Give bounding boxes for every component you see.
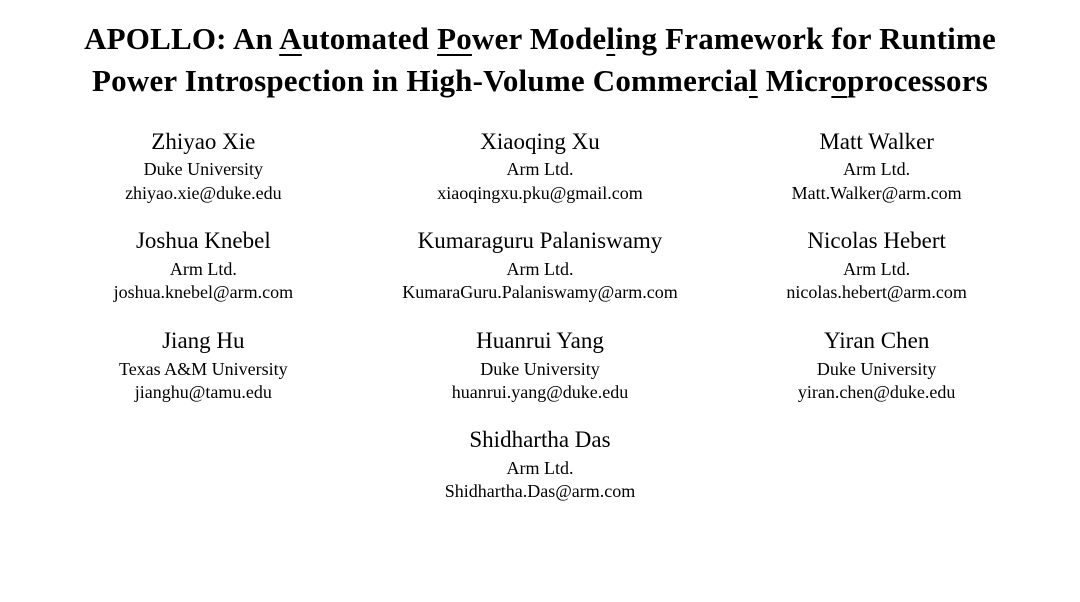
author-name: Kumaraguru Palaniswamy (377, 227, 704, 256)
author-affil: Duke University (377, 358, 704, 381)
author-name: Huanrui Yang (377, 327, 704, 356)
authors-grid: Zhiyao Xie Duke University zhiyao.xie@du… (40, 128, 1040, 504)
author-affil: Duke University (40, 158, 367, 181)
author-email: joshua.knebel@arm.com (40, 281, 367, 304)
author-email: yiran.chen@duke.edu (713, 381, 1040, 404)
title-underline-o: o (831, 63, 847, 98)
title-text-3: wer Mode (472, 21, 606, 56)
author-email: huanrui.yang@duke.edu (377, 381, 704, 404)
title-underline-A: A (279, 21, 302, 56)
author-email: jianghu@tamu.edu (40, 381, 367, 404)
author-block: Shidhartha Das Arm Ltd. Shidhartha.Das@a… (445, 426, 636, 504)
author-name: Nicolas Hebert (713, 227, 1040, 256)
title-underline-l1: l (606, 21, 615, 56)
author-affil: Arm Ltd. (713, 258, 1040, 281)
author-name: Shidhartha Das (445, 426, 636, 455)
title-underline-l2: l (749, 63, 758, 98)
author-block: Joshua Knebel Arm Ltd. joshua.knebel@arm… (40, 227, 367, 305)
author-block: Kumaraguru Palaniswamy Arm Ltd. KumaraGu… (377, 227, 704, 305)
paper-title: APOLLO: An Automated Power Modeling Fram… (40, 18, 1040, 102)
author-name: Yiran Chen (713, 327, 1040, 356)
author-name: Matt Walker (713, 128, 1040, 157)
author-affil: Arm Ltd. (445, 457, 636, 480)
author-email: xiaoqingxu.pku@gmail.com (377, 182, 704, 205)
author-email: Matt.Walker@arm.com (713, 182, 1040, 205)
author-name: Xiaoqing Xu (377, 128, 704, 157)
title-text-5: Micr (758, 63, 832, 98)
author-affil: Arm Ltd. (40, 258, 367, 281)
author-block: Zhiyao Xie Duke University zhiyao.xie@du… (40, 128, 367, 206)
title-text-1: APOLLO: An (84, 21, 279, 56)
author-name: Joshua Knebel (40, 227, 367, 256)
author-block: Jiang Hu Texas A&M University jianghu@ta… (40, 327, 367, 405)
author-affil: Arm Ltd. (377, 258, 704, 281)
author-name: Jiang Hu (40, 327, 367, 356)
author-affil: Duke University (713, 358, 1040, 381)
author-block: Nicolas Hebert Arm Ltd. nicolas.hebert@a… (713, 227, 1040, 305)
author-name: Zhiyao Xie (40, 128, 367, 157)
author-block: Matt Walker Arm Ltd. Matt.Walker@arm.com (713, 128, 1040, 206)
author-last-row: Shidhartha Das Arm Ltd. Shidhartha.Das@a… (40, 426, 1040, 504)
title-text-2: utomated (302, 21, 437, 56)
author-email: Shidhartha.Das@arm.com (445, 480, 636, 503)
author-email: nicolas.hebert@arm.com (713, 281, 1040, 304)
author-email: zhiyao.xie@duke.edu (40, 182, 367, 205)
author-affil: Arm Ltd. (713, 158, 1040, 181)
author-block: Huanrui Yang Duke University huanrui.yan… (377, 327, 704, 405)
title-underline-Po: Po (437, 21, 472, 56)
author-block: Xiaoqing Xu Arm Ltd. xiaoqingxu.pku@gmai… (377, 128, 704, 206)
author-affil: Texas A&M University (40, 358, 367, 381)
author-affil: Arm Ltd. (377, 158, 704, 181)
title-text-6: processors (847, 63, 988, 98)
author-block: Yiran Chen Duke University yiran.chen@du… (713, 327, 1040, 405)
author-email: KumaraGuru.Palaniswamy@arm.com (377, 281, 704, 304)
